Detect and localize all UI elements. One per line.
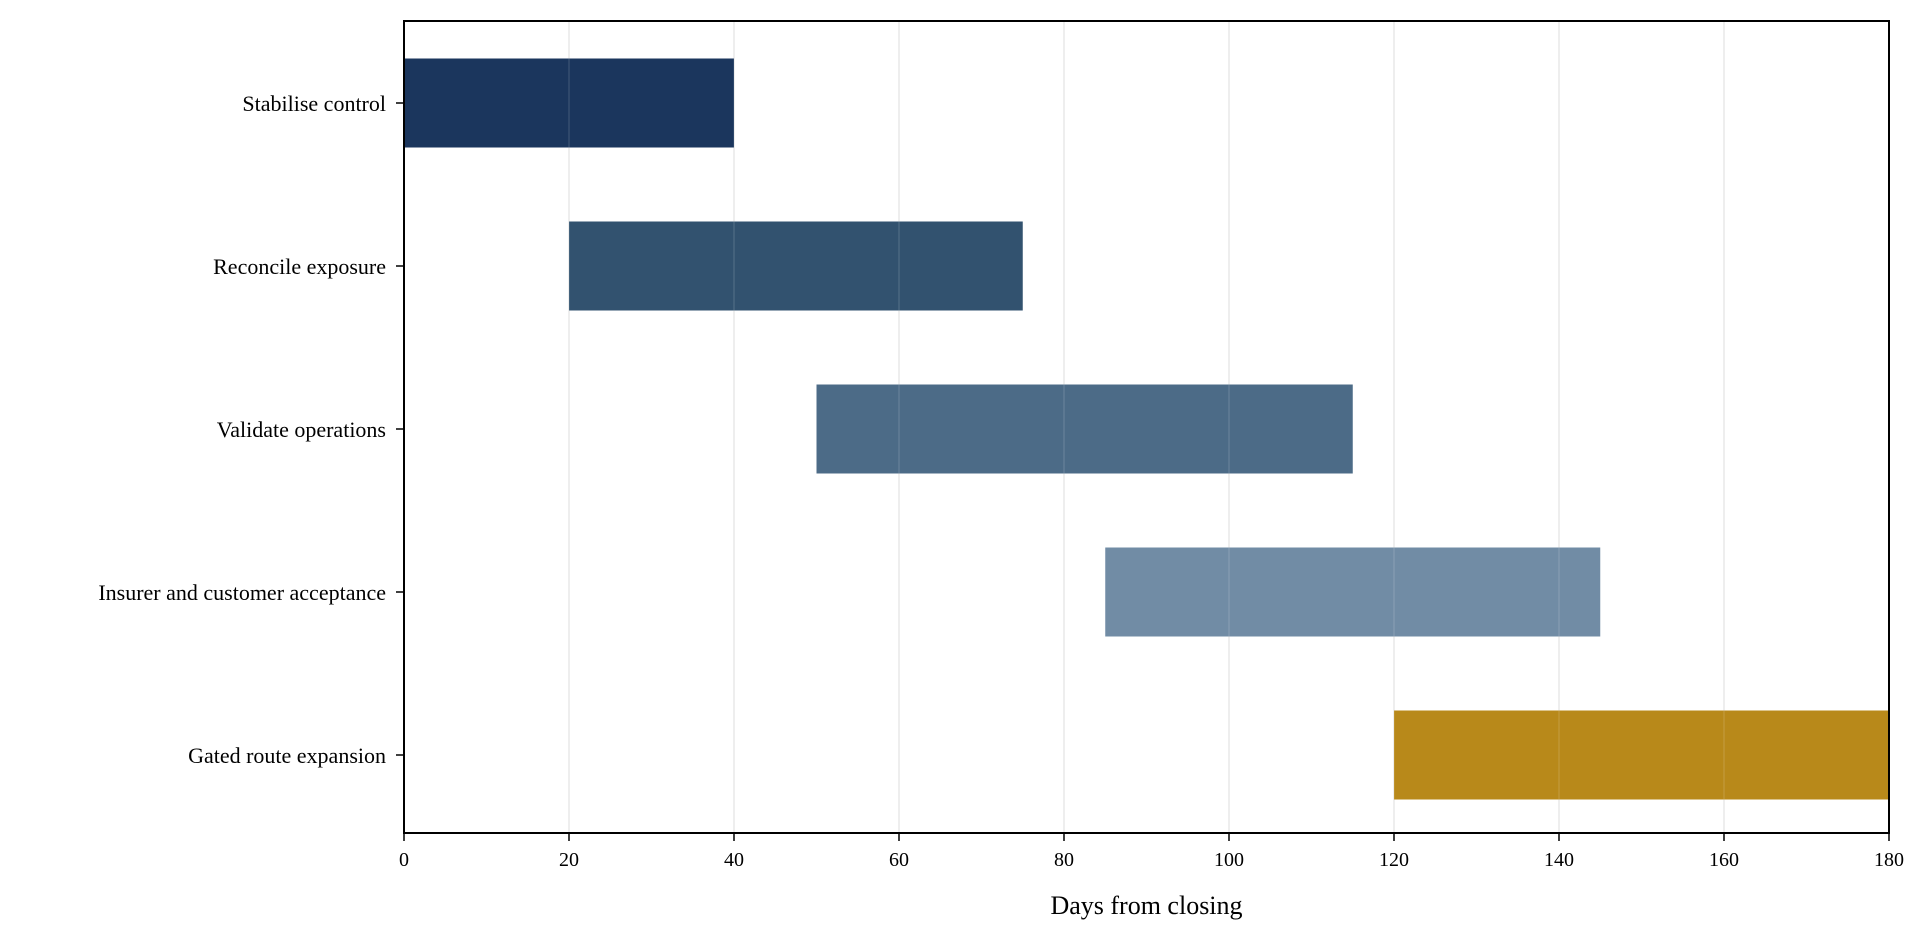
x-tick-label: 80 bbox=[1054, 849, 1074, 871]
x-tick-label: 120 bbox=[1379, 849, 1409, 871]
task-label: Validate operations bbox=[217, 417, 386, 442]
x-tick-label: 0 bbox=[399, 849, 409, 871]
task-bar bbox=[1394, 710, 1889, 800]
x-axis-ticks: 0 20 40 60 80 100 120 140 160 180 bbox=[399, 833, 1904, 871]
x-tick-label: 60 bbox=[889, 849, 909, 871]
y-axis-ticks: Stabilise control Reconcile exposure Valid… bbox=[98, 91, 404, 768]
task-label: Gated route expansion bbox=[188, 743, 386, 768]
x-tick-label: 180 bbox=[1874, 849, 1904, 871]
x-tick-label: 100 bbox=[1214, 849, 1244, 871]
x-tick-label: 20 bbox=[559, 849, 579, 871]
task-bar bbox=[404, 58, 734, 148]
task-label: Insurer and customer acceptance bbox=[98, 580, 386, 605]
task-bar bbox=[816, 384, 1353, 474]
task-label: Stabilise control bbox=[242, 91, 386, 116]
x-tick-label: 140 bbox=[1544, 849, 1574, 871]
x-tick-label: 160 bbox=[1709, 849, 1739, 871]
task-bar bbox=[1105, 547, 1601, 637]
task-bar bbox=[569, 221, 1023, 311]
plot-frame bbox=[403, 20, 1890, 834]
x-tick-label: 40 bbox=[724, 849, 744, 871]
task-label: Reconcile exposure bbox=[213, 254, 386, 279]
task-bars bbox=[404, 21, 1889, 833]
x-axis-title: Days from closing bbox=[1050, 891, 1242, 920]
